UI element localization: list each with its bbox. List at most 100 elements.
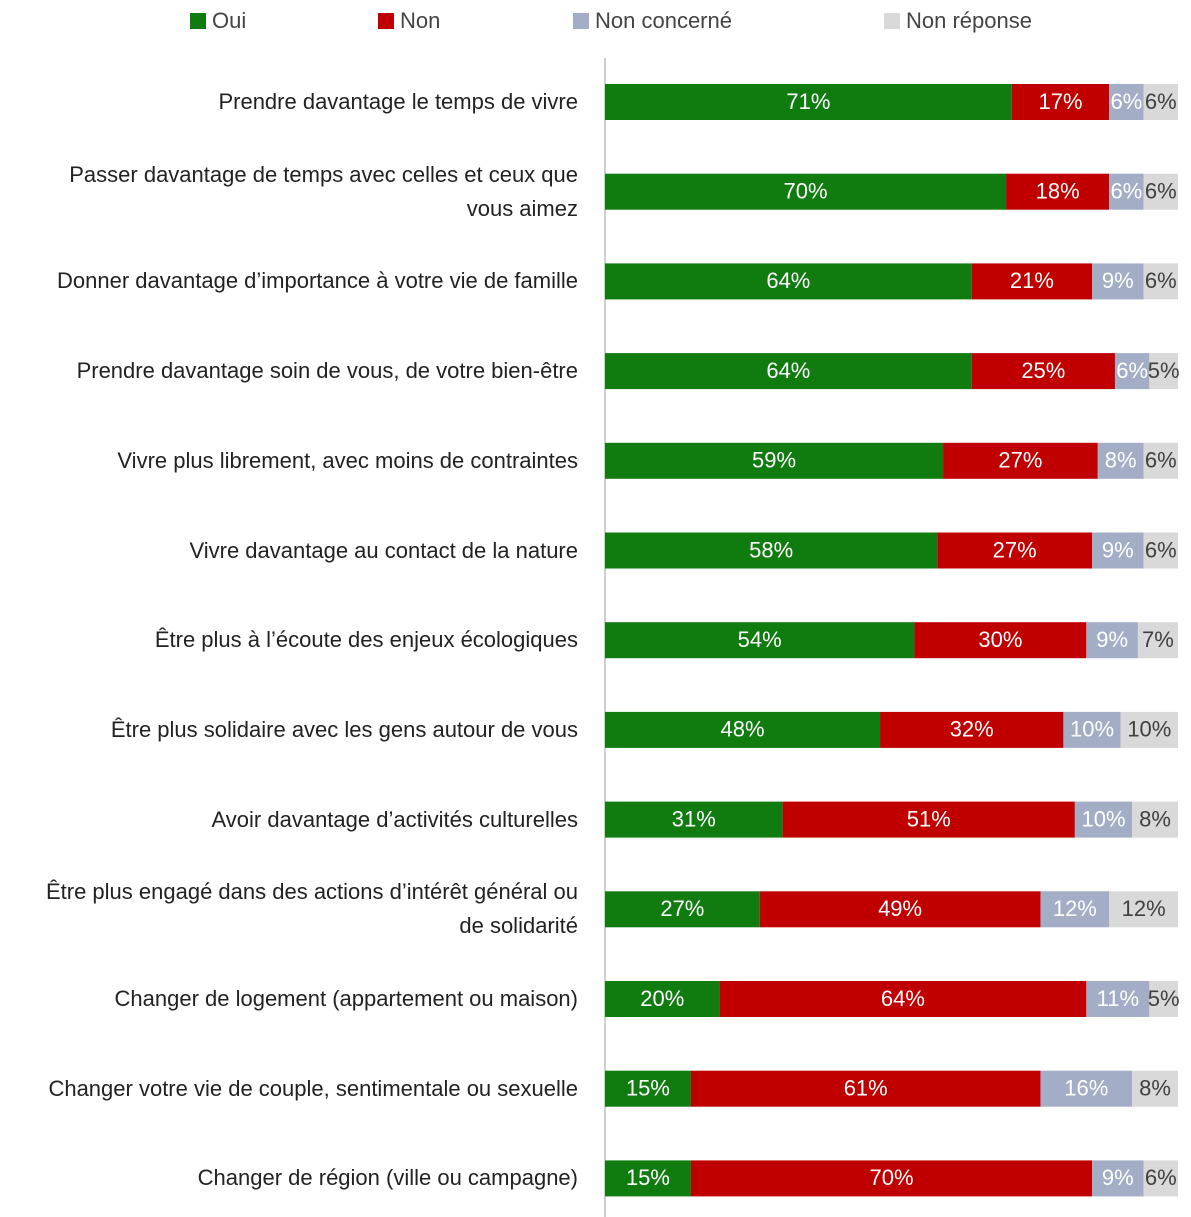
value-label: 6% xyxy=(1145,537,1177,562)
category-label: Être plus à l’écoute des enjeux écologiq… xyxy=(0,623,578,657)
bar-segment xyxy=(1109,84,1144,120)
value-label: 16% xyxy=(1064,1076,1108,1101)
bar-segment xyxy=(605,84,1012,120)
bar-segment xyxy=(605,173,1007,210)
value-label: 8% xyxy=(1105,448,1137,473)
category-text: Vivre davantage au contact de la nature xyxy=(189,537,578,563)
bar-segment xyxy=(605,263,972,300)
bar-segment xyxy=(1011,84,1110,120)
bar-segment xyxy=(1040,891,1110,928)
legend-swatch xyxy=(884,13,900,29)
category-label: Vivre plus librement, avec moins de cont… xyxy=(0,444,578,478)
value-label: 25% xyxy=(1021,358,1065,383)
category-text: Prendre davantage le temps de vivre xyxy=(218,89,578,114)
bar-segment xyxy=(605,622,915,659)
category-label: Changer votre vie de couple, sentimental… xyxy=(0,1072,578,1106)
value-label: 32% xyxy=(950,717,994,742)
bar-segment xyxy=(937,532,1093,569)
bar-segment xyxy=(1063,711,1121,748)
bar-segment xyxy=(1143,84,1178,120)
bar-segment xyxy=(1132,801,1178,838)
bar-segment xyxy=(690,1070,1041,1107)
category-label: Changer de région (ville ou campagne) xyxy=(0,1161,578,1195)
value-label: 51% xyxy=(907,806,951,831)
value-label: 6% xyxy=(1111,179,1143,204)
bar-segment xyxy=(1109,173,1144,210)
category-text: Passer davantage de temps avec celles et… xyxy=(69,161,578,221)
bar-segment xyxy=(1143,263,1178,300)
value-label: 20% xyxy=(640,986,684,1011)
category-text: Avoir davantage d’activités culturelles xyxy=(211,806,578,832)
category-label: Passer davantage de temps avec celles et… xyxy=(0,158,578,226)
bar-segment xyxy=(1092,532,1144,569)
bar-segment xyxy=(1040,1070,1133,1107)
bar-segment xyxy=(1149,981,1178,1017)
value-label: 6% xyxy=(1145,268,1177,293)
bar-segment xyxy=(1092,263,1144,300)
value-label: 9% xyxy=(1102,1165,1134,1190)
value-label: 9% xyxy=(1096,627,1128,652)
bar-segment xyxy=(1137,622,1178,659)
value-label: 11% xyxy=(1097,986,1139,1011)
value-label: 6% xyxy=(1145,89,1177,114)
category-label: Être plus solidaire avec les gens autour… xyxy=(0,713,578,747)
bar-segment xyxy=(605,1070,691,1107)
category-text: Changer de logement (appartement ou mais… xyxy=(114,986,579,1011)
bar-segment xyxy=(1143,442,1178,479)
value-label: 7% xyxy=(1142,627,1174,652)
value-label: 12% xyxy=(1122,896,1166,921)
bar-segment xyxy=(1086,622,1138,659)
bar-segment xyxy=(1143,532,1178,569)
bar-segment xyxy=(605,711,881,748)
value-label: 6% xyxy=(1145,448,1177,473)
value-label: 31% xyxy=(672,806,716,831)
bar-segment xyxy=(971,263,1093,300)
bar-segment xyxy=(605,353,972,390)
legend-swatch xyxy=(573,13,589,29)
category-text: Changer de région (ville ou campagne) xyxy=(197,1165,578,1191)
value-label: 8% xyxy=(1139,1076,1171,1101)
category-text: Être plus solidaire avec les gens autour… xyxy=(110,716,578,742)
value-label: 10% xyxy=(1127,717,1171,742)
value-label: 59% xyxy=(752,448,796,473)
category-text: Donner davantage d’importance à votre vi… xyxy=(57,268,578,294)
value-label: 6% xyxy=(1145,179,1177,204)
value-label: 5% xyxy=(1148,358,1180,383)
value-label: 64% xyxy=(766,358,810,383)
bar-segment xyxy=(880,711,1064,748)
value-label: 15% xyxy=(626,1076,670,1101)
legend-swatch xyxy=(190,13,206,29)
value-label: 10% xyxy=(1081,806,1125,831)
category-label: Avoir davantage d’activités culturelles xyxy=(0,803,578,837)
value-label: 64% xyxy=(881,986,925,1011)
value-label: 70% xyxy=(784,179,828,204)
bar-segment xyxy=(1120,711,1178,748)
value-label: 21% xyxy=(1010,268,1054,293)
bar-segment xyxy=(690,1160,1093,1197)
value-label: 10% xyxy=(1070,717,1114,742)
legend-label: Oui xyxy=(212,8,246,33)
bar-segment xyxy=(782,801,1075,838)
bar-segment xyxy=(943,442,1098,479)
value-label: 30% xyxy=(978,627,1022,652)
value-label: 15% xyxy=(626,1165,670,1190)
category-text: Changer votre vie de couple, sentimental… xyxy=(48,1075,578,1101)
bar-segment xyxy=(1143,1160,1178,1197)
bar-segment xyxy=(1097,442,1144,479)
legend-label: Non concerné xyxy=(595,8,732,33)
value-label: 17% xyxy=(1039,89,1083,114)
value-label: 8% xyxy=(1139,806,1171,831)
value-label: 70% xyxy=(869,1165,913,1190)
category-label: Être plus engagé dans des actions d’inté… xyxy=(0,875,578,943)
value-label: 12% xyxy=(1053,896,1097,921)
bar-segment xyxy=(605,442,944,479)
legend-label: Non xyxy=(400,8,440,33)
bar-segment xyxy=(971,353,1115,390)
category-label: Donner davantage d’importance à votre vi… xyxy=(0,264,578,298)
value-label: 6% xyxy=(1116,358,1148,383)
bar-segment xyxy=(759,891,1041,928)
value-label: 64% xyxy=(766,268,810,293)
value-label: 27% xyxy=(993,537,1037,562)
value-label: 27% xyxy=(660,896,704,921)
